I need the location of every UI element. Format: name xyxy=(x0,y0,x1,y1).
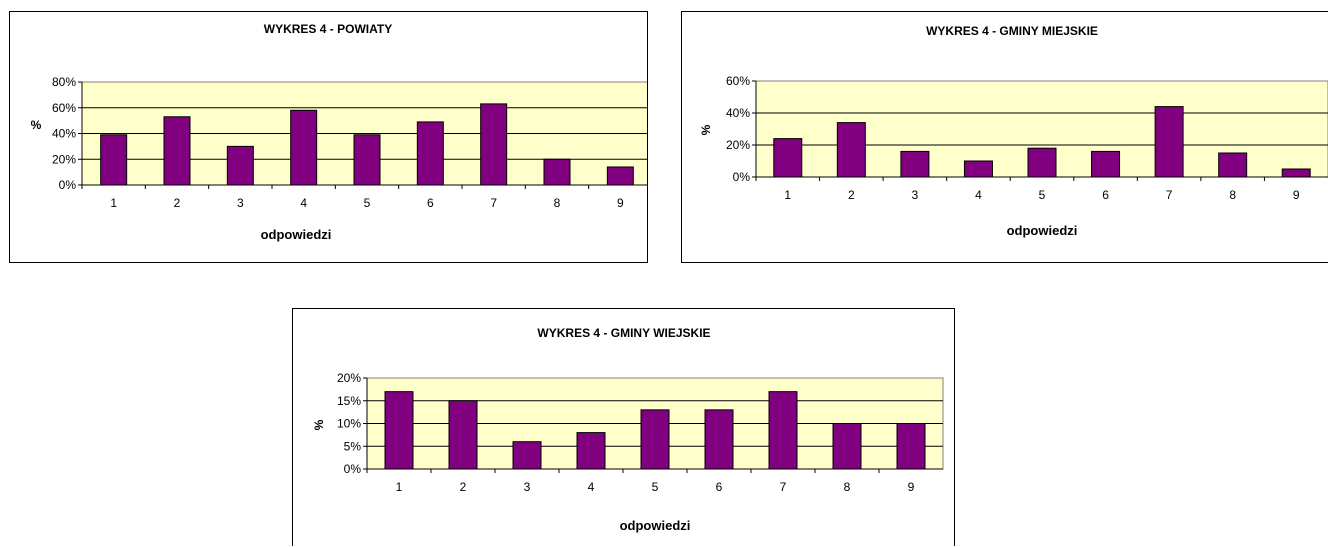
bar xyxy=(1281,168,1311,178)
x-tick-label: 8 xyxy=(554,196,561,210)
bar xyxy=(100,134,128,186)
x-tick-label: 4 xyxy=(588,480,595,494)
y-tick-label: 60% xyxy=(726,74,750,88)
bar xyxy=(606,166,634,186)
x-tick-label: 9 xyxy=(1293,188,1300,202)
y-tick-label: 5% xyxy=(344,439,362,453)
x-tick-label: 5 xyxy=(364,196,371,210)
x-tick-label: 3 xyxy=(912,188,919,202)
x-tick-label: 2 xyxy=(174,196,181,210)
chart-powiaty: WYKRES 4 - POWIATY odpowiedzi % 0% 20% 40%… xyxy=(9,11,648,263)
x-tick-label: 1 xyxy=(784,188,791,202)
bar xyxy=(290,109,318,186)
y-tick-label: 20% xyxy=(726,138,750,152)
x-tick-label: 8 xyxy=(844,480,851,494)
bar xyxy=(768,391,798,470)
y-axis-label: % xyxy=(699,124,713,135)
bar xyxy=(1154,106,1184,178)
bar xyxy=(704,409,734,470)
chart-gminy-miejskie: WYKRES 4 - GMINY MIEJSKIE odpowiedzi % 0… xyxy=(681,11,1328,263)
x-tick-label: 3 xyxy=(237,196,244,210)
y-tick-label: 10% xyxy=(337,417,361,431)
x-tick-label: 1 xyxy=(110,196,117,210)
x-tick-label: 9 xyxy=(617,196,624,210)
bar xyxy=(512,441,542,470)
x-tick-label: 8 xyxy=(1229,188,1236,202)
y-tick-label: 20% xyxy=(337,371,361,385)
y-tick-label: 20% xyxy=(52,152,76,166)
x-axis-label: odpowiedzi xyxy=(620,518,691,533)
bar xyxy=(353,134,381,186)
bar xyxy=(480,103,508,186)
bar xyxy=(1027,147,1057,178)
x-tick-label: 4 xyxy=(300,196,307,210)
x-tick-label: 3 xyxy=(524,480,531,494)
bar xyxy=(832,423,862,470)
y-axis-label: % xyxy=(31,118,42,132)
y-tick-label: 0% xyxy=(344,462,362,476)
x-tick-label: 7 xyxy=(490,196,497,210)
chart-powiaty-svg: WYKRES 4 - POWIATY odpowiedzi % 0% 20% 40%… xyxy=(31,22,647,242)
y-axis-label: % xyxy=(312,419,326,430)
x-tick-label: 6 xyxy=(427,196,434,210)
x-tick-label: 7 xyxy=(1166,188,1173,202)
chart-title: WYKRES 4 - GMINY MIEJSKIE xyxy=(926,24,1098,38)
bar xyxy=(576,432,606,470)
x-axis-label: odpowiedzi xyxy=(261,227,332,242)
x-tick-label: 1 xyxy=(396,480,403,494)
bar xyxy=(963,160,993,178)
x-tick-label: 6 xyxy=(716,480,723,494)
bar xyxy=(416,121,444,186)
chart-gminy-miejskie-svg: WYKRES 4 - GMINY MIEJSKIE odpowiedzi % 0… xyxy=(699,24,1328,238)
bar xyxy=(226,145,254,186)
y-tick-label: 80% xyxy=(52,75,76,89)
y-tick-label: 0% xyxy=(59,178,77,192)
x-axis-label: odpowiedzi xyxy=(1007,223,1078,238)
y-tick-label: 40% xyxy=(52,127,76,141)
chart-gminy-wiejskie: WYKRES 4 - GMINY WIEJSKIE odpowiedzi % 0… xyxy=(292,308,955,546)
bar xyxy=(384,391,414,470)
bar xyxy=(640,409,670,470)
y-tick-label: 40% xyxy=(726,106,750,120)
chart-title: WYKRES 4 - GMINY WIEJSKIE xyxy=(537,326,710,340)
x-tick-label: 4 xyxy=(975,188,982,202)
x-tick-label: 5 xyxy=(1039,188,1046,202)
x-tick-label: 5 xyxy=(652,480,659,494)
y-tick-label: 0% xyxy=(733,170,751,184)
chart-title: WYKRES 4 - POWIATY xyxy=(264,22,392,36)
bar xyxy=(1091,150,1121,178)
bar xyxy=(773,138,803,178)
x-tick-label: 9 xyxy=(908,480,915,494)
bar xyxy=(900,150,930,178)
bar xyxy=(163,116,191,186)
chart-gminy-wiejskie-svg: WYKRES 4 - GMINY WIEJSKIE odpowiedzi % 0… xyxy=(312,326,944,533)
x-tick-label: 6 xyxy=(1102,188,1109,202)
x-tick-label: 7 xyxy=(780,480,787,494)
bar xyxy=(543,158,571,186)
bar xyxy=(896,423,926,470)
bar xyxy=(1218,152,1248,178)
bar xyxy=(448,400,478,470)
x-tick-label: 2 xyxy=(460,480,467,494)
y-tick-label: 15% xyxy=(337,394,361,408)
bar xyxy=(836,122,866,178)
x-tick-label: 2 xyxy=(848,188,855,202)
y-tick-label: 60% xyxy=(52,101,76,115)
